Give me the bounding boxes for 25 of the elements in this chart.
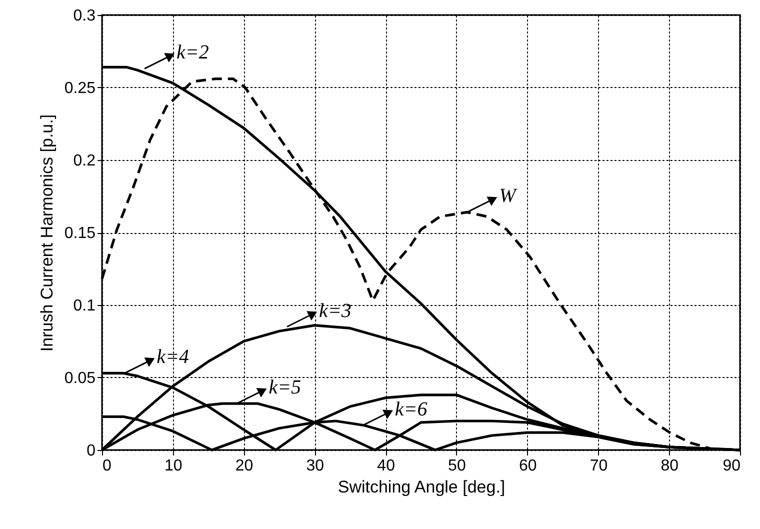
x-tick-label: 50 [448,458,466,474]
annotation: k=6 [394,398,428,420]
y-tick-label: 0.15 [64,225,96,242]
x-axis-title: Switching Angle [deg.] [338,478,506,496]
x-tick-label: 30 [306,458,324,474]
x-tick-label: 0 [102,458,112,474]
x-tick-label: 20 [235,458,254,474]
y-tick-label: 0.05 [64,370,96,387]
y-tick-label: 0 [86,442,96,460]
annotation: k=4 [156,346,190,368]
annotation: k=3 [319,300,352,322]
x-tick-label: 40 [377,458,396,474]
x-tick-label: 60 [518,458,537,474]
annotation: W [499,185,518,208]
annotation: k=2 [176,42,209,64]
y-tick-label: 0.3 [73,8,96,24]
x-tick-label: 10 [164,458,182,474]
annotation: k=5 [268,376,302,399]
x-tick-label: 90 [722,458,741,474]
y-axis-title: Inrush Current Harmonics [p.u.] [37,114,56,352]
x-tick-label: 70 [590,458,608,474]
y-tick-label: 0.2 [73,152,96,170]
y-tick-label: 0.1 [73,298,96,314]
x-tick-label: 80 [660,458,679,474]
y-tick-label: 0.25 [64,80,96,97]
